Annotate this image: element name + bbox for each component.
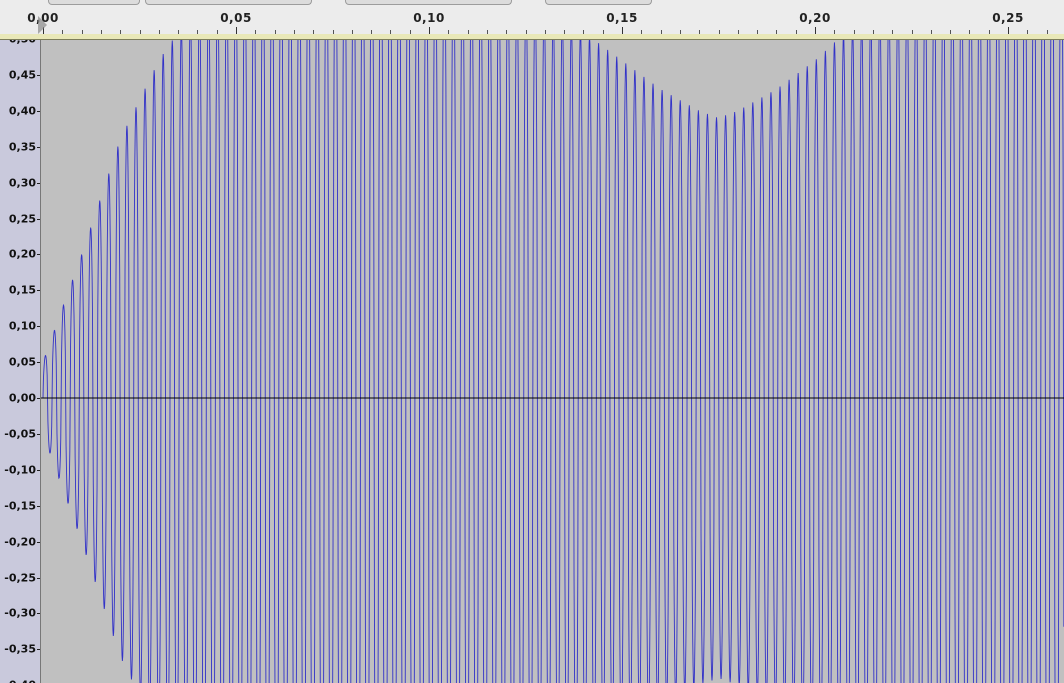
timeline-major-tick xyxy=(236,27,237,34)
toolbar-stub-4 xyxy=(545,0,652,5)
amplitude-tick xyxy=(37,147,40,148)
amplitude-tick xyxy=(37,183,40,184)
amplitude-label: 0,25 xyxy=(9,212,36,225)
timeline-tick-label: 0,10 xyxy=(413,11,445,25)
amplitude-label: -0,20 xyxy=(4,535,36,548)
toolbar-stub-1 xyxy=(48,0,140,5)
timeline-ruler[interactable]: 0,000,050,100,150,200,250,300,350,400,45… xyxy=(0,0,1064,35)
amplitude-label: -0,30 xyxy=(4,607,36,620)
amplitude-tick xyxy=(37,290,40,291)
amplitude-label: -0,35 xyxy=(4,643,36,656)
timeline-major-tick xyxy=(429,27,430,34)
amplitude-label: 0,15 xyxy=(9,284,36,297)
amplitude-label: 0,50 xyxy=(9,40,36,46)
amplitude-tick xyxy=(37,542,40,543)
amplitude-label: 0,10 xyxy=(9,320,36,333)
amplitude-label: 0,45 xyxy=(9,68,36,81)
play-head-icon[interactable] xyxy=(38,16,47,34)
amplitude-tick xyxy=(37,398,40,399)
amplitude-ruler: 1,000,900,850,800,750,700,650,600,550,50… xyxy=(0,40,41,683)
timeline-major-tick xyxy=(1008,27,1009,34)
toolbar-stub-2 xyxy=(145,0,312,5)
amplitude-tick xyxy=(37,254,40,255)
toolbar-stub-3 xyxy=(345,0,512,5)
amplitude-tick xyxy=(37,613,40,614)
amplitude-tick xyxy=(37,434,40,435)
amplitude-tick xyxy=(37,75,40,76)
amplitude-label: -0,10 xyxy=(4,463,36,476)
amplitude-label: -0,40 xyxy=(4,679,36,683)
amplitude-label: 0,40 xyxy=(9,104,36,117)
timeline-tick-label: 0,05 xyxy=(220,11,252,25)
amplitude-label: -0,05 xyxy=(4,427,36,440)
amplitude-label: 0,00 xyxy=(9,392,36,405)
amplitude-tick xyxy=(37,649,40,650)
waveform-trace xyxy=(43,40,1064,683)
amplitude-tick xyxy=(37,326,40,327)
amplitude-tick xyxy=(37,111,40,112)
amplitude-tick xyxy=(37,578,40,579)
amplitude-tick xyxy=(37,362,40,363)
amplitude-tick xyxy=(37,506,40,507)
timeline-major-tick xyxy=(622,27,623,34)
amplitude-label: 0,35 xyxy=(9,140,36,153)
amplitude-label: 0,20 xyxy=(9,248,36,261)
timeline-tick-label: 0,25 xyxy=(992,11,1024,25)
amplitude-label: 0,05 xyxy=(9,356,36,369)
amplitude-tick xyxy=(37,219,40,220)
timeline-tick-label: 0,15 xyxy=(606,11,638,25)
timeline-tick-label: 0,20 xyxy=(799,11,831,25)
waveform-svg xyxy=(41,40,1064,683)
amplitude-label: -0,25 xyxy=(4,571,36,584)
amplitude-tick xyxy=(37,470,40,471)
timeline-major-tick xyxy=(815,27,816,34)
waveform-area[interactable] xyxy=(41,40,1064,683)
amplitude-label: -0,15 xyxy=(4,499,36,512)
amplitude-label: 0,30 xyxy=(9,176,36,189)
